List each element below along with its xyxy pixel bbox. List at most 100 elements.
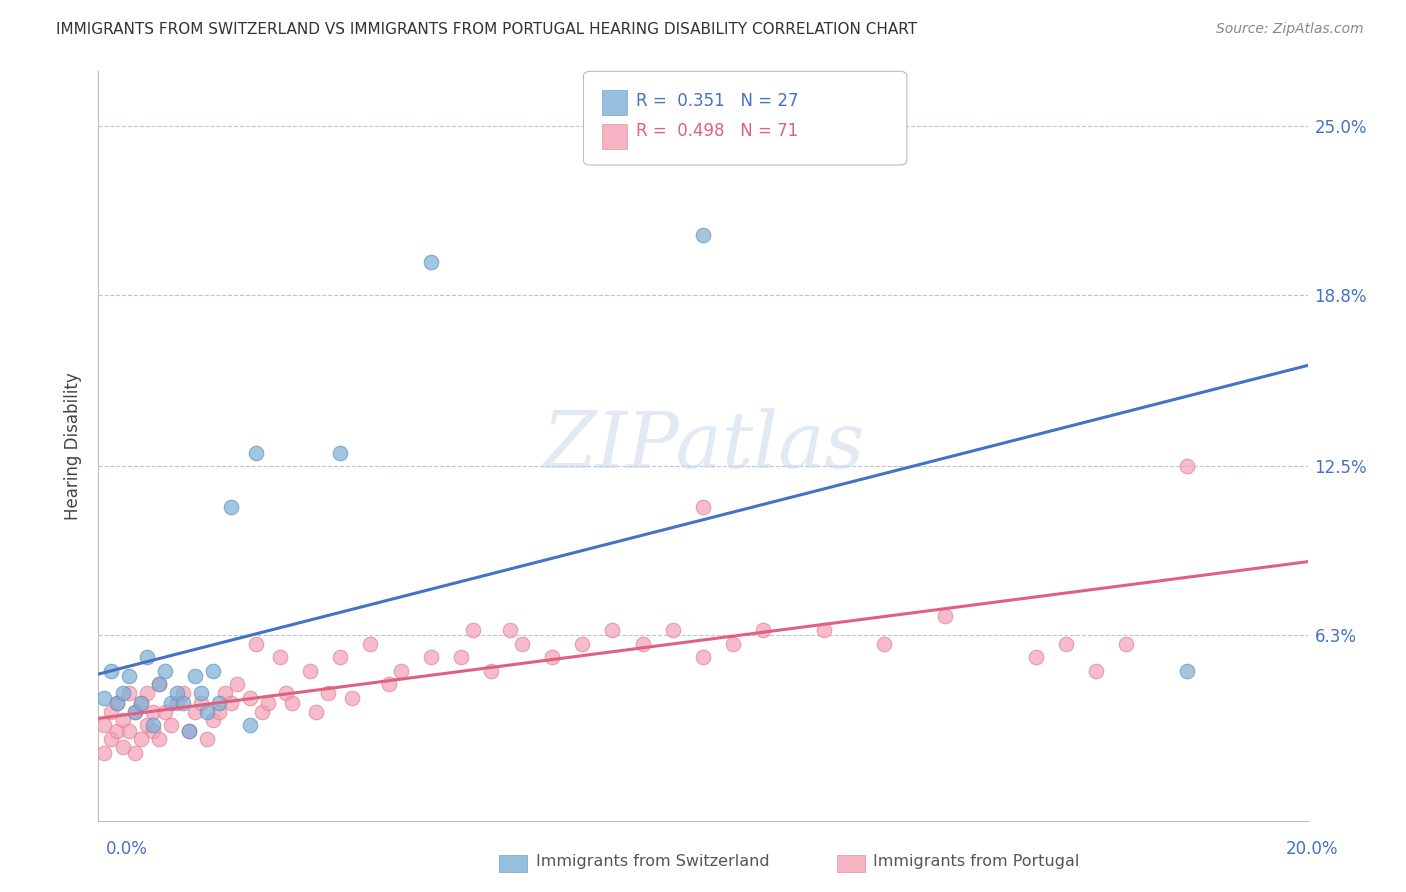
Point — [172, 685, 194, 699]
Point — [129, 697, 152, 711]
Point — [148, 731, 170, 746]
Point — [100, 664, 122, 678]
Point — [184, 669, 207, 683]
Point — [692, 227, 714, 242]
Text: IMMIGRANTS FROM SWITZERLAND VS IMMIGRANTS FROM PORTUGAL HEARING DISABILITY CORRE: IMMIGRANTS FROM SWITZERLAND VS IMMIGRANT… — [56, 22, 917, 37]
Point — [195, 705, 218, 719]
Point — [934, 609, 956, 624]
Point — [166, 685, 188, 699]
Point — [256, 697, 278, 711]
Point — [752, 623, 775, 637]
Point — [135, 650, 157, 665]
Point — [142, 718, 165, 732]
Point — [329, 446, 352, 460]
Point — [389, 664, 412, 678]
Point — [245, 446, 267, 460]
Point — [179, 723, 201, 738]
Point — [153, 705, 176, 719]
Point — [129, 731, 152, 746]
Point — [111, 713, 134, 727]
Text: 20.0%: 20.0% — [1286, 840, 1339, 858]
Point — [226, 677, 249, 691]
Point — [105, 697, 128, 711]
Point — [692, 500, 714, 515]
Point — [239, 718, 262, 732]
Point — [129, 697, 152, 711]
Point — [316, 685, 339, 699]
Point — [166, 697, 188, 711]
Point — [142, 705, 165, 719]
Point — [274, 685, 297, 699]
Point — [723, 636, 745, 650]
Point — [305, 705, 328, 719]
Point — [190, 685, 212, 699]
Point — [214, 685, 236, 699]
Point — [463, 623, 485, 637]
Text: ZIPatlas: ZIPatlas — [541, 408, 865, 484]
Point — [571, 636, 593, 650]
Point — [360, 636, 382, 650]
Point — [93, 691, 115, 706]
Point — [111, 685, 134, 699]
Point — [221, 697, 243, 711]
Point — [631, 636, 654, 650]
Point — [93, 718, 115, 732]
Point — [190, 697, 212, 711]
Point — [1024, 650, 1046, 665]
Point — [93, 746, 115, 760]
Point — [208, 697, 231, 711]
Point — [135, 685, 157, 699]
Text: R =  0.498   N = 71: R = 0.498 N = 71 — [636, 122, 797, 140]
Point — [195, 731, 218, 746]
Text: R =  0.351   N = 27: R = 0.351 N = 27 — [636, 92, 799, 110]
Point — [148, 677, 170, 691]
Point — [111, 740, 134, 755]
Text: Immigrants from Portugal: Immigrants from Portugal — [873, 855, 1080, 869]
Point — [221, 500, 243, 515]
Point — [202, 713, 225, 727]
Point — [135, 718, 157, 732]
Point — [239, 691, 262, 706]
Point — [281, 697, 304, 711]
Point — [202, 664, 225, 678]
Point — [124, 746, 146, 760]
Point — [450, 650, 472, 665]
Point — [160, 697, 183, 711]
Point — [208, 705, 231, 719]
Point — [153, 664, 176, 678]
Point — [692, 650, 714, 665]
Point — [1175, 459, 1198, 474]
Point — [342, 691, 364, 706]
Point — [118, 723, 141, 738]
Y-axis label: Hearing Disability: Hearing Disability — [65, 372, 83, 520]
Point — [377, 677, 399, 691]
Point — [873, 636, 896, 650]
Point — [105, 723, 128, 738]
Point — [124, 705, 146, 719]
Point — [510, 636, 533, 650]
Point — [1085, 664, 1108, 678]
Point — [118, 669, 141, 683]
Text: Immigrants from Switzerland: Immigrants from Switzerland — [536, 855, 769, 869]
Point — [1115, 636, 1137, 650]
Point — [179, 723, 201, 738]
Point — [124, 705, 146, 719]
Point — [100, 731, 122, 746]
Point — [105, 697, 128, 711]
Point — [245, 636, 267, 650]
Text: 0.0%: 0.0% — [105, 840, 148, 858]
Text: Source: ZipAtlas.com: Source: ZipAtlas.com — [1216, 22, 1364, 37]
Point — [269, 650, 291, 665]
Point — [498, 623, 520, 637]
Point — [299, 664, 322, 678]
Point — [142, 723, 165, 738]
Point — [1054, 636, 1077, 650]
Point — [420, 650, 443, 665]
Point — [420, 255, 443, 269]
Point — [481, 664, 503, 678]
Point — [118, 685, 141, 699]
Point — [602, 623, 624, 637]
Point — [172, 697, 194, 711]
Point — [160, 718, 183, 732]
Point — [329, 650, 352, 665]
